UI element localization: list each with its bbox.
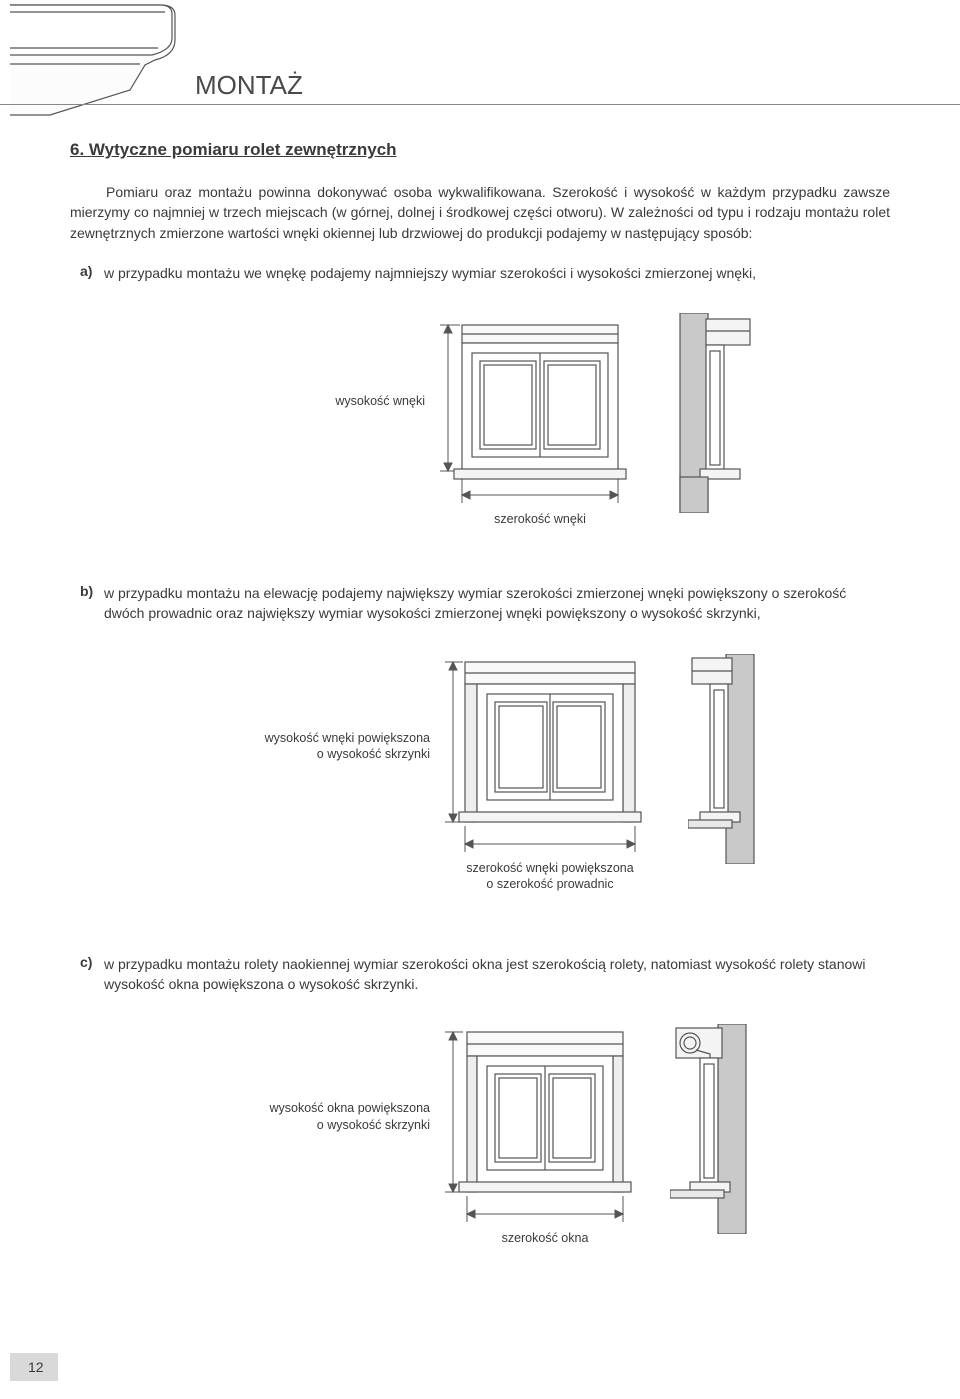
page-number: 12	[10, 1353, 58, 1381]
diagram-b-side-icon	[688, 654, 778, 864]
figure-b: wysokość wnęki powiększona o wysokość sk…	[70, 654, 890, 914]
intro-paragraph: Pomiaru oraz montażu powinna dokonywać o…	[70, 182, 890, 243]
label-height-b: wysokość wnęki powiększona o wysokość sk…	[230, 730, 430, 763]
marker-a: a)	[70, 263, 104, 283]
section-heading: 6. Wytyczne pomiaru rolet zewnętrznych	[70, 140, 890, 160]
label-width-c: szerokość okna	[475, 1230, 615, 1246]
profile-corner-icon	[0, 0, 200, 120]
diagram-c-front-icon	[445, 1024, 645, 1234]
label-height-a: wysokość wnęki	[245, 393, 425, 409]
diagram-b-front-icon	[445, 654, 655, 864]
text-c: w przypadku montażu rolety naokiennej wy…	[104, 954, 890, 995]
list-item-a: a) w przypadku montażu we wnękę podajemy…	[70, 263, 890, 283]
text-b: w przypadku montażu na elewację podajemy…	[104, 583, 890, 624]
header-rule	[0, 104, 960, 105]
list-item-b: b) w przypadku montażu na elewację podaj…	[70, 583, 890, 624]
label-width-a: szerokość wnęki	[470, 511, 610, 527]
label-width-b: szerokość wnęki powiększona o szerokość …	[450, 860, 650, 893]
figure-c: wysokość okna powiększona o wysokość skr…	[70, 1024, 890, 1254]
diagram-a-front-icon	[440, 313, 640, 513]
marker-b: b)	[70, 583, 104, 624]
marker-c: c)	[70, 954, 104, 995]
list-item-c: c) w przypadku montażu rolety naokiennej…	[70, 954, 890, 995]
page-title: MONTAŻ	[195, 70, 303, 101]
label-height-c: wysokość okna powiększona o wysokość skr…	[230, 1100, 430, 1133]
diagram-a-side-icon	[670, 313, 760, 513]
diagram-c-side-icon	[670, 1024, 765, 1234]
figure-a: wysokość wnęki	[70, 313, 890, 543]
text-a: w przypadku montażu we wnękę podajemy na…	[104, 263, 756, 283]
